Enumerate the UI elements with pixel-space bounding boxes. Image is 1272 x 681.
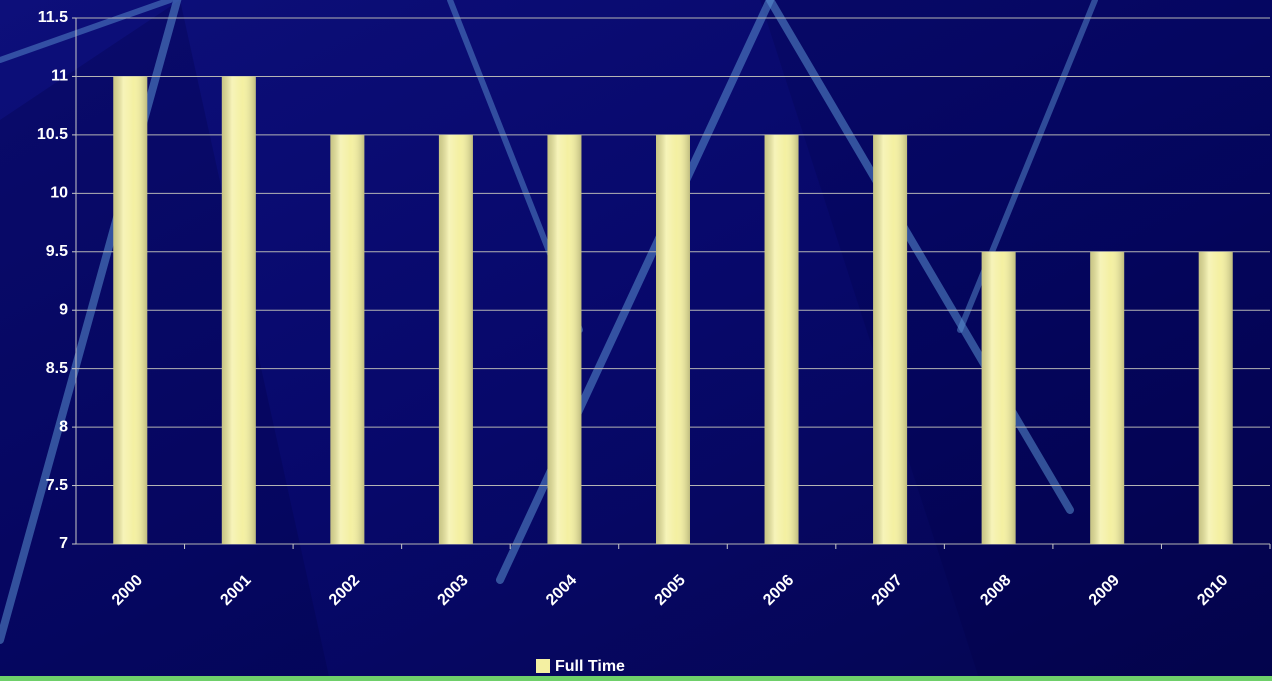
y-tick-label: 11.5 <box>38 9 68 26</box>
y-tick-label: 9.5 <box>46 243 68 260</box>
bar-shade <box>547 134 582 544</box>
y-tick-label: 7 <box>59 535 68 552</box>
y-tick-label: 9 <box>59 301 68 318</box>
bar-shade <box>981 251 1016 544</box>
bar-shade <box>438 134 473 544</box>
bar-shade <box>113 76 148 544</box>
bar-shade <box>330 134 365 544</box>
y-tick-label: 7.5 <box>46 477 68 494</box>
y-tick-label: 8 <box>59 418 68 435</box>
legend-swatch <box>536 659 550 673</box>
bar-shade <box>221 76 256 544</box>
bar-shade <box>1090 251 1125 544</box>
bar-shade <box>1198 251 1233 544</box>
bar-shade <box>764 134 799 544</box>
y-tick-label: 10 <box>50 185 68 202</box>
legend-label: Full Time <box>555 658 625 675</box>
y-tick-label: 8.5 <box>46 360 68 377</box>
bar-shade <box>873 134 908 544</box>
y-tick-label: 11 <box>51 68 68 85</box>
legend: Full Time <box>536 658 625 675</box>
bar-shade <box>656 134 690 544</box>
y-tick-label: 10.5 <box>37 126 68 143</box>
